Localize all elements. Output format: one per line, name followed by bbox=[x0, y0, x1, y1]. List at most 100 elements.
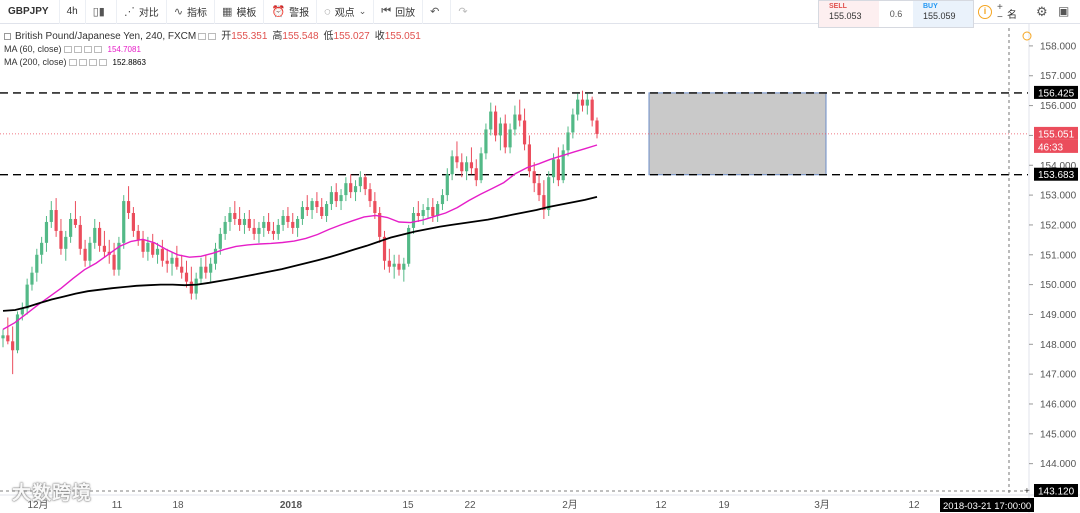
indicators-button[interactable]: ∿ 指标 bbox=[167, 0, 216, 24]
candle-body bbox=[527, 144, 531, 172]
info-icon[interactable]: i bbox=[978, 5, 992, 19]
compare-button[interactable]: ⋰ 对比 bbox=[117, 0, 167, 24]
candle-body bbox=[175, 257, 179, 267]
zoom-in-icon[interactable]: + bbox=[997, 2, 1003, 13]
candle-body bbox=[436, 204, 440, 216]
redo-button[interactable]: ↷ bbox=[451, 0, 478, 24]
ma200-eye-icon[interactable] bbox=[68, 59, 77, 66]
buy-button[interactable]: BUY 155.059 bbox=[913, 1, 973, 27]
ma60-close-icon[interactable] bbox=[83, 46, 92, 53]
chart-type-button[interactable]: ▯▮ bbox=[86, 0, 117, 24]
time-tick-label: 12月 bbox=[27, 499, 48, 511]
spread-value: 0.6 bbox=[889, 9, 903, 19]
price-tick-label: 145.000 bbox=[1040, 429, 1077, 440]
interval-label: 4h bbox=[66, 6, 78, 17]
candle-body bbox=[102, 245, 107, 252]
candle-body bbox=[315, 201, 319, 208]
undo-button[interactable]: ↶ bbox=[423, 0, 452, 24]
candle-body bbox=[112, 254, 116, 270]
price-tick-label: 148.000 bbox=[1040, 340, 1077, 351]
candle-body bbox=[11, 341, 15, 351]
interval-selector[interactable]: 4h bbox=[60, 0, 86, 24]
ma60-settings-icon[interactable] bbox=[73, 46, 82, 53]
candle-body bbox=[532, 171, 536, 184]
lightbulb-icon: ◌ bbox=[324, 5, 331, 18]
legend-settings-icon[interactable] bbox=[198, 33, 207, 40]
candle-body bbox=[349, 183, 353, 193]
candle-body bbox=[382, 236, 387, 261]
high-value: 155.548 bbox=[282, 31, 319, 42]
candle-body bbox=[551, 159, 556, 178]
candle-body bbox=[493, 111, 498, 136]
ma60-value: 154.7081 bbox=[107, 45, 141, 54]
candle-body bbox=[484, 129, 488, 154]
low-value: 155.027 bbox=[333, 31, 370, 42]
candle-body bbox=[295, 218, 300, 228]
candle-body bbox=[242, 218, 247, 225]
ma200-more-icon[interactable] bbox=[98, 59, 107, 66]
candle-body bbox=[122, 201, 126, 243]
compare-label: 对比 bbox=[138, 8, 159, 19]
countdown-label-box bbox=[1034, 139, 1078, 153]
ma200-close-icon[interactable] bbox=[88, 59, 97, 66]
open-value: 155.351 bbox=[231, 31, 268, 42]
moving-average-line bbox=[2, 144, 598, 331]
candle-body bbox=[426, 207, 430, 211]
price-axis: 144.000 145.000 146.000 147.000 148.000 149.0… bbox=[1022, 31, 1078, 498]
buy-price: 155.059 bbox=[923, 11, 956, 21]
candle-body bbox=[397, 263, 401, 270]
candle-body bbox=[6, 335, 10, 342]
candle-body bbox=[189, 281, 193, 294]
candle-body bbox=[199, 266, 203, 279]
moving-average-line bbox=[2, 196, 598, 312]
ideas-button[interactable]: ◌ 观点 ⌄ bbox=[317, 0, 375, 24]
candle-body bbox=[146, 242, 150, 252]
candle-body bbox=[580, 99, 585, 106]
replay-button[interactable]: ⏮ 回放 bbox=[374, 0, 424, 24]
templates-button[interactable]: ▦ 模板 bbox=[215, 0, 265, 24]
candle-body bbox=[508, 129, 512, 148]
crosshair-price-label-box bbox=[1034, 484, 1078, 497]
candle-body bbox=[378, 213, 382, 237]
candle-body bbox=[204, 266, 208, 273]
candle-body bbox=[421, 210, 425, 216]
legend-hide-icon[interactable] bbox=[208, 33, 217, 40]
zoom-out-icon[interactable]: − bbox=[997, 12, 1003, 23]
indicators-icon: ∿ bbox=[173, 6, 184, 18]
ma60-eye-icon[interactable] bbox=[63, 46, 72, 53]
candle-body bbox=[49, 210, 53, 222]
candle-body bbox=[542, 195, 546, 211]
buy-label: BUY bbox=[923, 3, 938, 10]
candle-body bbox=[73, 218, 78, 225]
symbol-selector[interactable]: GBPJPY bbox=[0, 0, 60, 24]
candle-body bbox=[305, 207, 309, 211]
candle-body bbox=[88, 242, 92, 261]
candle-body bbox=[465, 162, 469, 172]
time-tick-label: 12 bbox=[908, 500, 920, 511]
candle-body bbox=[40, 242, 44, 255]
ma200-settings-icon[interactable] bbox=[78, 59, 87, 66]
indicators-label: 指标 bbox=[187, 8, 208, 19]
ma60-more-icon[interactable] bbox=[93, 46, 102, 53]
time-tick-label: 11 bbox=[112, 500, 123, 511]
sell-price: 155.053 bbox=[829, 11, 862, 21]
candle-body bbox=[537, 183, 541, 196]
candle-body bbox=[194, 278, 198, 294]
candle-body bbox=[445, 174, 449, 196]
sell-button[interactable]: SELL 155.053 bbox=[819, 1, 879, 27]
candle-body bbox=[64, 236, 68, 249]
camera-icon[interactable]: ▣ bbox=[1058, 4, 1070, 18]
price-tick-label: 149.000 bbox=[1040, 310, 1077, 321]
gear-icon[interactable]: ⚙ bbox=[1036, 4, 1048, 19]
alert-button[interactable]: ⏰ 警报 bbox=[264, 0, 318, 24]
crosshair bbox=[0, 28, 1028, 495]
candle-body bbox=[358, 177, 362, 187]
collapse-legend-icon[interactable] bbox=[4, 33, 11, 40]
last-price-label-box bbox=[1034, 126, 1078, 140]
replay-icon: ⏮ bbox=[381, 5, 392, 17]
redo-icon: ↷ bbox=[458, 6, 468, 18]
candle-body bbox=[450, 156, 454, 175]
candle-body bbox=[469, 162, 474, 169]
candle-body bbox=[561, 150, 565, 181]
